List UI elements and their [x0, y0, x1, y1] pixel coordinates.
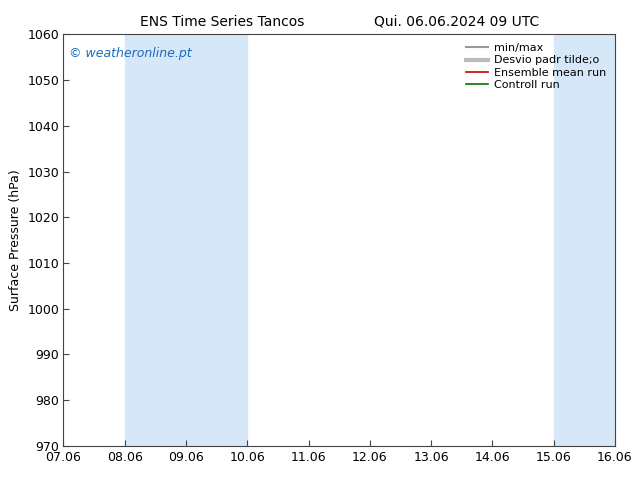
Bar: [553, 34, 615, 446]
Bar: [125, 34, 247, 446]
Legend: min/max, Desvio padr tilde;o, Ensemble mean run, Controll run: min/max, Desvio padr tilde;o, Ensemble m…: [463, 40, 609, 93]
Text: © weatheronline.pt: © weatheronline.pt: [69, 47, 191, 60]
Text: ENS Time Series Tancos: ENS Time Series Tancos: [139, 15, 304, 29]
Text: Qui. 06.06.2024 09 UTC: Qui. 06.06.2024 09 UTC: [374, 15, 539, 29]
Y-axis label: Surface Pressure (hPa): Surface Pressure (hPa): [9, 169, 22, 311]
